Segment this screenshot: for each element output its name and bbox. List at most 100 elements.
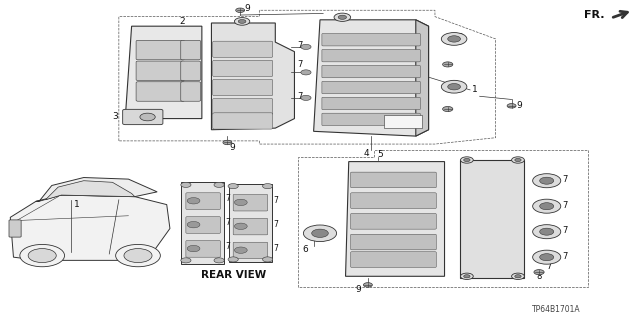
Circle shape xyxy=(443,107,453,112)
Polygon shape xyxy=(229,184,272,262)
Text: TP64B1701A: TP64B1701A xyxy=(532,305,580,314)
FancyBboxPatch shape xyxy=(186,217,220,233)
Circle shape xyxy=(187,221,200,228)
Circle shape xyxy=(540,203,554,210)
Circle shape xyxy=(214,182,224,188)
Text: 7: 7 xyxy=(273,220,278,229)
Polygon shape xyxy=(416,20,429,136)
Polygon shape xyxy=(125,26,202,119)
FancyBboxPatch shape xyxy=(180,82,200,101)
Polygon shape xyxy=(346,162,445,276)
FancyBboxPatch shape xyxy=(322,97,420,110)
Circle shape xyxy=(301,70,311,75)
Circle shape xyxy=(532,225,561,239)
Polygon shape xyxy=(314,20,429,136)
FancyBboxPatch shape xyxy=(136,40,184,60)
FancyBboxPatch shape xyxy=(351,172,436,188)
Text: 8: 8 xyxy=(458,34,463,43)
FancyBboxPatch shape xyxy=(136,61,184,81)
FancyBboxPatch shape xyxy=(186,193,220,209)
Circle shape xyxy=(301,95,311,100)
FancyBboxPatch shape xyxy=(212,41,273,57)
Circle shape xyxy=(140,113,156,121)
FancyBboxPatch shape xyxy=(9,220,21,237)
Text: 7: 7 xyxy=(298,41,303,50)
Circle shape xyxy=(515,158,521,162)
Circle shape xyxy=(532,174,561,188)
FancyBboxPatch shape xyxy=(233,218,268,235)
FancyBboxPatch shape xyxy=(322,81,420,94)
Circle shape xyxy=(540,177,554,184)
Circle shape xyxy=(234,18,250,25)
Text: 7: 7 xyxy=(298,60,303,69)
Circle shape xyxy=(262,184,273,189)
Circle shape xyxy=(228,257,238,262)
FancyBboxPatch shape xyxy=(180,40,200,60)
Text: FR.: FR. xyxy=(584,10,604,20)
Circle shape xyxy=(180,258,191,263)
Circle shape xyxy=(187,197,200,204)
Polygon shape xyxy=(45,181,135,200)
Text: 3: 3 xyxy=(113,112,118,121)
Polygon shape xyxy=(461,160,524,278)
Circle shape xyxy=(443,62,453,67)
Circle shape xyxy=(187,245,200,252)
Text: 7: 7 xyxy=(547,262,552,271)
Circle shape xyxy=(448,36,461,42)
Polygon shape xyxy=(211,23,294,130)
Text: 7: 7 xyxy=(225,242,230,251)
Circle shape xyxy=(20,244,65,267)
Circle shape xyxy=(116,244,161,267)
Circle shape xyxy=(234,199,247,205)
Circle shape xyxy=(461,273,473,279)
Text: 2: 2 xyxy=(179,17,185,26)
FancyBboxPatch shape xyxy=(123,109,163,124)
FancyBboxPatch shape xyxy=(186,241,220,257)
Text: 7: 7 xyxy=(225,218,230,227)
FancyBboxPatch shape xyxy=(351,213,436,229)
Circle shape xyxy=(364,283,372,287)
Circle shape xyxy=(236,8,244,12)
Text: 7: 7 xyxy=(563,175,568,184)
Text: 7: 7 xyxy=(273,244,278,253)
FancyBboxPatch shape xyxy=(233,195,268,211)
Text: 1: 1 xyxy=(74,200,80,209)
Text: 7: 7 xyxy=(563,201,568,210)
Text: 7: 7 xyxy=(225,194,230,204)
Text: 7: 7 xyxy=(563,252,568,261)
FancyBboxPatch shape xyxy=(180,61,200,81)
Circle shape xyxy=(540,228,554,235)
Text: 1: 1 xyxy=(472,85,477,94)
FancyBboxPatch shape xyxy=(212,99,273,115)
Polygon shape xyxy=(181,182,224,264)
Text: 9: 9 xyxy=(355,284,361,293)
Text: 9: 9 xyxy=(516,101,522,110)
Circle shape xyxy=(301,44,311,50)
Circle shape xyxy=(532,250,561,264)
Text: 4: 4 xyxy=(363,149,369,158)
Circle shape xyxy=(507,104,516,108)
Circle shape xyxy=(448,84,461,90)
FancyBboxPatch shape xyxy=(351,193,436,208)
Text: 6: 6 xyxy=(302,245,308,254)
FancyBboxPatch shape xyxy=(233,242,268,259)
Polygon shape xyxy=(10,195,170,260)
Text: 8: 8 xyxy=(536,272,541,281)
Circle shape xyxy=(442,80,467,93)
Circle shape xyxy=(511,157,524,163)
Circle shape xyxy=(464,158,470,162)
FancyBboxPatch shape xyxy=(351,234,436,250)
Circle shape xyxy=(303,225,337,242)
FancyBboxPatch shape xyxy=(322,34,420,46)
Circle shape xyxy=(262,257,273,262)
Circle shape xyxy=(312,229,328,237)
Circle shape xyxy=(234,223,247,229)
Text: 7: 7 xyxy=(563,226,568,235)
Circle shape xyxy=(223,140,232,145)
Text: 9: 9 xyxy=(244,4,250,13)
Circle shape xyxy=(532,199,561,213)
Circle shape xyxy=(338,15,346,19)
Circle shape xyxy=(534,270,544,275)
FancyBboxPatch shape xyxy=(212,79,273,96)
Circle shape xyxy=(214,258,224,263)
